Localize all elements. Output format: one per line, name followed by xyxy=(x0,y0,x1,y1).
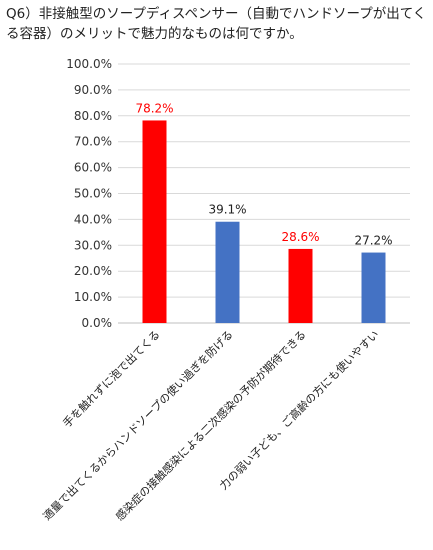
value-labels: 78.2% 39.1% 28.6% 27.2% xyxy=(135,101,392,247)
y-tick-label: 80.0% xyxy=(74,109,112,123)
category-label: 力の弱い子ども、ご高齢の方にも使いやすい xyxy=(216,327,381,492)
bar xyxy=(288,248,313,323)
value-label: 39.1% xyxy=(208,203,246,217)
y-tick-label: 40.0% xyxy=(74,212,112,226)
value-label: 28.6% xyxy=(281,230,319,244)
bars xyxy=(142,120,386,323)
bar xyxy=(142,120,167,323)
grid-lines xyxy=(118,63,410,324)
y-tick-label: 70.0% xyxy=(74,135,112,149)
bar xyxy=(215,221,240,323)
y-tick-label: 90.0% xyxy=(74,83,112,97)
value-label: 78.2% xyxy=(135,101,173,115)
y-axis-ticks: 0.0% 10.0% 20.0% 30.0% 40.0% 50.0% 60.0% 70.0% 8… xyxy=(66,57,112,330)
value-label: 27.2% xyxy=(354,234,392,248)
y-tick-label: 10.0% xyxy=(74,290,112,304)
y-tick-label: 100.0% xyxy=(66,57,112,71)
y-tick-label: 50.0% xyxy=(74,187,112,201)
y-tick-label: 0.0% xyxy=(82,316,113,330)
y-tick-label: 60.0% xyxy=(74,161,112,175)
bar xyxy=(361,252,386,323)
y-tick-label: 30.0% xyxy=(74,238,112,252)
question-title: Q6）非接触型のソープディスペンサー（自動でハンドソープが出てくる容器）のメリッ… xyxy=(6,6,427,42)
y-tick-label: 20.0% xyxy=(74,264,112,278)
category-labels: 手を触れずに泡で出てくる適量で出てくるからハンドソープの使い過ぎを防げる感染症の… xyxy=(40,327,382,523)
